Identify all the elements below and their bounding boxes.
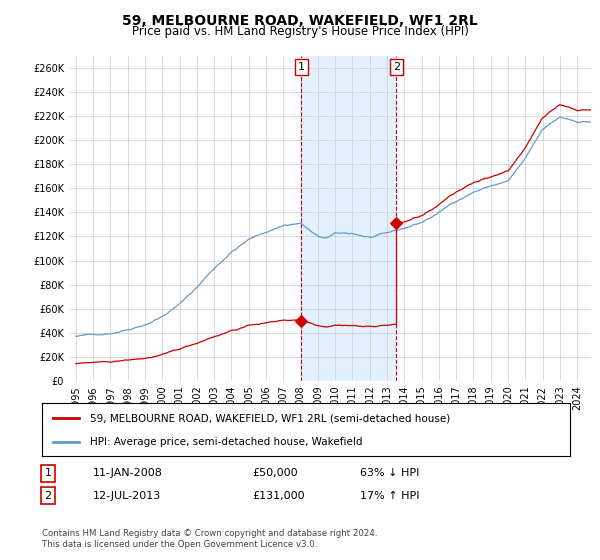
Bar	[301, 56, 397, 381]
Text: 11-JAN-2008: 11-JAN-2008	[93, 468, 163, 478]
Text: HPI: Average price, semi-detached house, Wakefield: HPI: Average price, semi-detached house,…	[89, 436, 362, 446]
Text: 59, MELBOURNE ROAD, WAKEFIELD, WF1 2RL (semi-detached house): 59, MELBOURNE ROAD, WAKEFIELD, WF1 2RL (…	[89, 413, 450, 423]
Text: 2: 2	[44, 491, 52, 501]
Text: Contains HM Land Registry data © Crown copyright and database right 2024.
This d: Contains HM Land Registry data © Crown c…	[42, 529, 377, 549]
Text: 2: 2	[393, 62, 400, 72]
Text: 59, MELBOURNE ROAD, WAKEFIELD, WF1 2RL: 59, MELBOURNE ROAD, WAKEFIELD, WF1 2RL	[122, 14, 478, 28]
Text: Price paid vs. HM Land Registry's House Price Index (HPI): Price paid vs. HM Land Registry's House …	[131, 25, 469, 38]
Point	[392, 219, 401, 228]
Text: 12-JUL-2013: 12-JUL-2013	[93, 491, 161, 501]
Text: £131,000: £131,000	[252, 491, 305, 501]
Text: 63% ↓ HPI: 63% ↓ HPI	[360, 468, 419, 478]
Text: 17% ↑ HPI: 17% ↑ HPI	[360, 491, 419, 501]
Text: £50,000: £50,000	[252, 468, 298, 478]
Point	[296, 316, 306, 325]
Text: 1: 1	[44, 468, 52, 478]
Text: 1: 1	[298, 62, 305, 72]
